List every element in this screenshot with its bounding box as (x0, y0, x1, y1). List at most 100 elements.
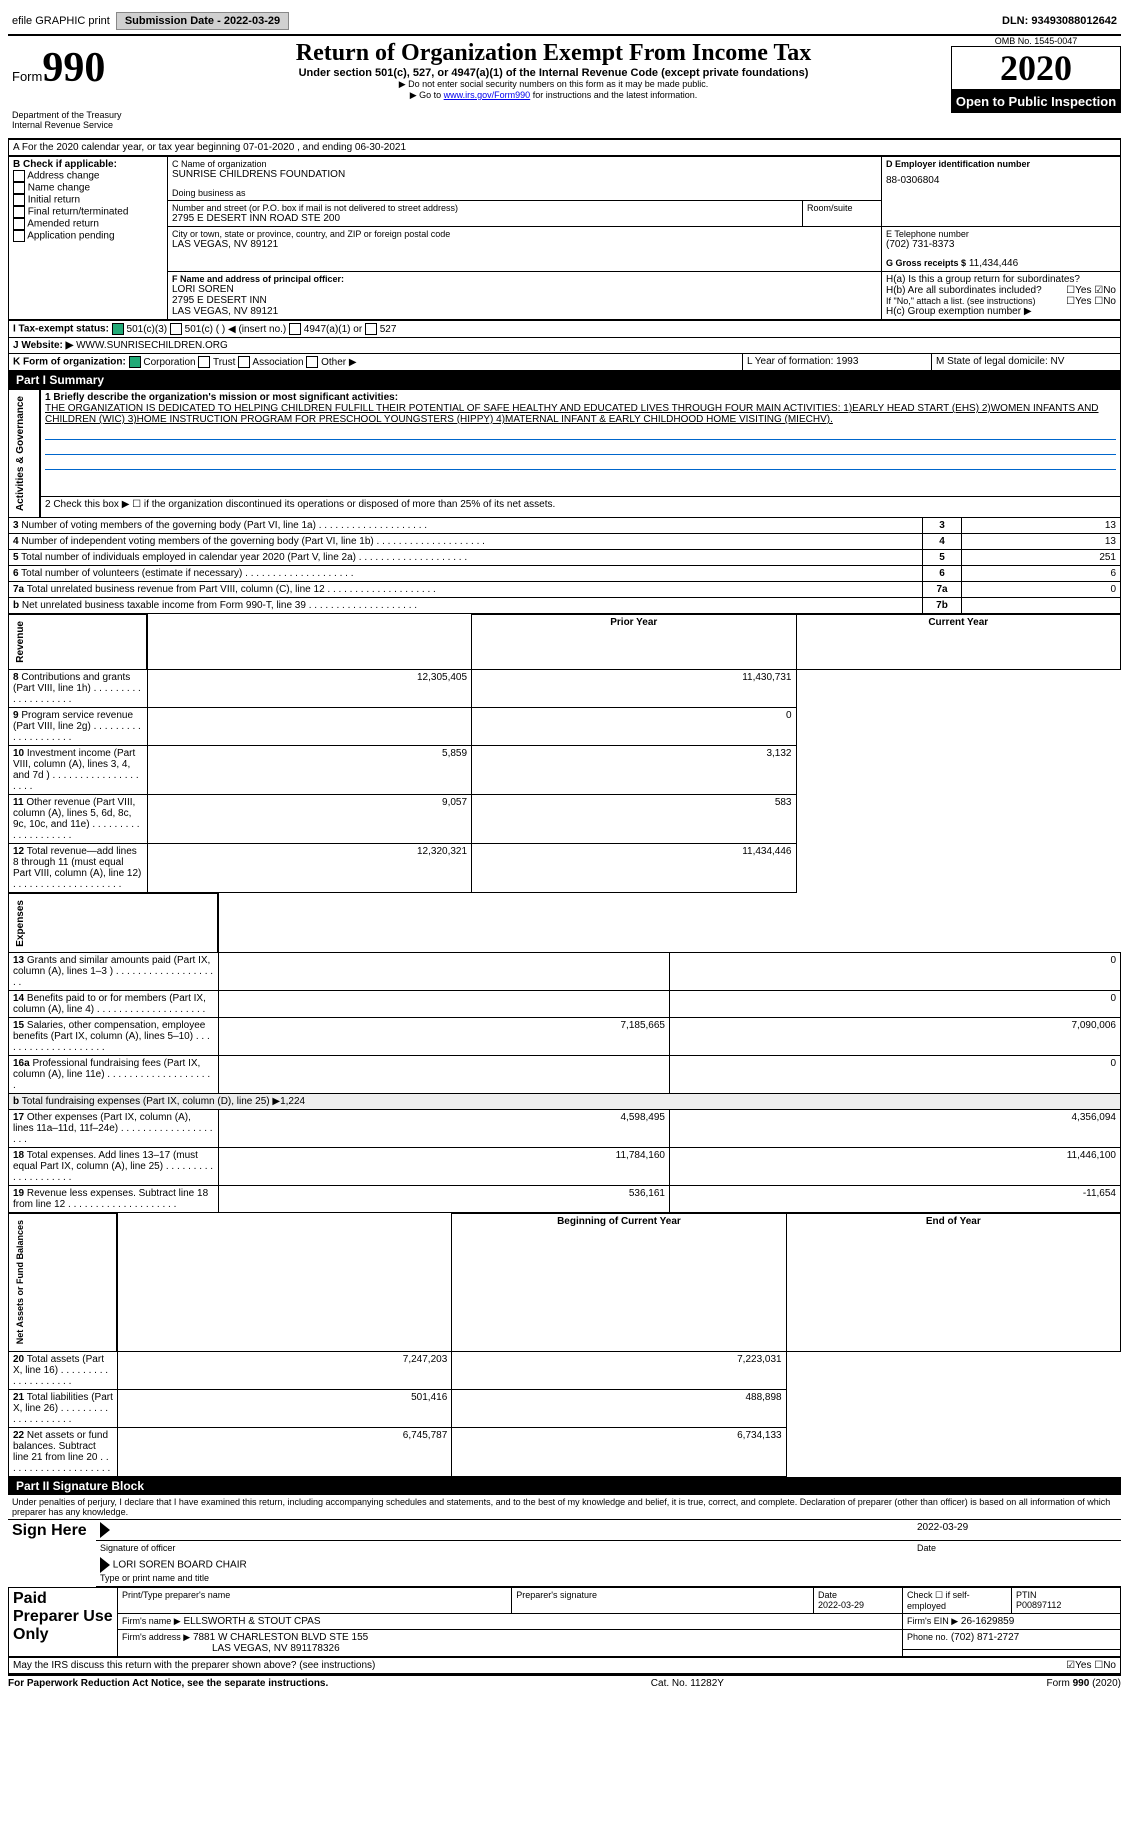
table-row: 15 Salaries, other compensation, employe… (9, 1018, 1121, 1056)
firm-addr2: LAS VEGAS, NV 891178326 (212, 1643, 340, 1654)
submission-date-button[interactable]: Submission Date - 2022-03-29 (116, 12, 289, 30)
sign-here-label: Sign Here (8, 1520, 96, 1555)
checkbox-icon[interactable] (13, 206, 25, 218)
ein-label: D Employer identification number (886, 159, 1116, 169)
checkbox-icon[interactable] (13, 230, 25, 242)
table-row: 9 Program service revenue (Part VIII, li… (9, 707, 1121, 745)
table-row: 20 Total assets (Part X, line 16) 7,247,… (9, 1351, 1121, 1389)
period-line: A For the 2020 calendar year, or tax yea… (8, 140, 1121, 156)
firm-addr: Firm's address ▶ 7881 W CHARLESTON BLVD … (118, 1629, 903, 1656)
table-row: 12 Total revenue—add lines 8 through 11 … (9, 843, 1121, 892)
ssn-note: ▶ Do not enter social security numbers o… (160, 79, 947, 90)
box-e-g: E Telephone number (702) 731-8373 G Gros… (882, 227, 1121, 272)
box-f-label: F Name and address of principal officer: (172, 274, 877, 284)
checkbox-icon[interactable] (170, 323, 182, 335)
line-i-label: I Tax-exempt status: (13, 324, 109, 335)
dln-label: DLN: 93493088012642 (1002, 15, 1117, 27)
box-h: H(a) Is this a group return for subordin… (882, 272, 1121, 320)
city-value: LAS VEGAS, NV 89121 (172, 239, 877, 250)
sign-here-table: Sign Here 2022-03-29 Signature of office… (8, 1520, 1121, 1587)
net-table: Net Assets or Fund Balances Beginning of… (8, 1213, 1121, 1476)
box-b-label: B Check if applicable: (13, 159, 163, 170)
checkbox-icon[interactable] (13, 194, 25, 206)
paid-label: Paid Preparer Use Only (9, 1587, 118, 1656)
form990-link[interactable]: www.irs.gov/Form990 (444, 90, 531, 100)
box-c-city: City or town, state or province, country… (168, 227, 882, 272)
table-row: 5 Total number of individuals employed i… (9, 550, 1121, 566)
firm-ein: Firm's EIN ▶ 26-1629859 (903, 1613, 1121, 1629)
form-id-block: Form990 Department of the Treasury Inter… (8, 36, 156, 138)
table-row: 17 Other expenses (Part IX, column (A), … (9, 1110, 1121, 1148)
table-row: 10 Investment income (Part VIII, column … (9, 745, 1121, 794)
officer-addr1: 2795 E DESERT INN (172, 295, 877, 306)
discuss-line: May the IRS discuss this return with the… (8, 1657, 1121, 1674)
firm-phone-label: Phone no. (907, 1632, 948, 1642)
yes-label: Yes (1075, 285, 1091, 296)
no-label: No (1103, 285, 1116, 296)
checkbox-icon[interactable] (306, 356, 318, 368)
form-header: Form990 Department of the Treasury Inter… (8, 36, 1121, 140)
q1-label: 1 Briefly describe the organization's mi… (45, 392, 398, 403)
line-j: J Website: ▶ WWW.SUNRISECHILDREN.ORG (9, 338, 1121, 354)
declaration: Under penalties of perjury, I declare th… (8, 1495, 1121, 1520)
sign-arrow-icon (100, 1522, 110, 1538)
prep-sig-label: Preparer's signature (512, 1587, 814, 1613)
officer-addr2: LAS VEGAS, NV 89121 (172, 306, 877, 317)
addr-value: 2795 E DESERT INN ROAD STE 200 (172, 213, 798, 224)
q1-text: THE ORGANIZATION IS DEDICATED TO HELPING… (45, 403, 1099, 425)
box-b-item: Final return/terminated (13, 206, 163, 218)
prep-name-label: Print/Type preparer's name (118, 1587, 512, 1613)
box-c-name: C Name of organization SUNRISE CHILDRENS… (168, 157, 882, 201)
title-block: Return of Organization Exempt From Incom… (156, 36, 951, 138)
goto-pre: ▶ Go to (410, 90, 444, 100)
checkbox-icon[interactable] (198, 356, 210, 368)
table-row: 11 Other revenue (Part VIII, column (A),… (9, 794, 1121, 843)
box-b-item: Address change (13, 170, 163, 182)
checkbox-icon[interactable] (13, 218, 25, 230)
box-d: D Employer identification number 88-0306… (882, 157, 1121, 227)
box-b-item: Application pending (13, 230, 163, 242)
dept-label: Department of the Treasury Internal Reve… (12, 110, 152, 130)
gross-value: 11,434,446 (969, 258, 1018, 269)
checkbox-icon[interactable] (129, 356, 141, 368)
checkbox-icon[interactable] (365, 323, 377, 335)
table-row: 8 Contributions and grants (Part VIII, l… (9, 669, 1121, 707)
firm-addr-label: Firm's address ▶ (122, 1632, 190, 1642)
box-b-item: Name change (13, 182, 163, 194)
ptin-value: P00897112 (1016, 1600, 1061, 1610)
line-j-label: J Website: ▶ (13, 340, 73, 351)
prep-date-value: 2022-03-29 (818, 1600, 864, 1610)
h-a-text: H(a) Is this a group return for subordin… (886, 274, 1080, 285)
h-c: H(c) Group exemption number ▶ (886, 306, 1116, 317)
ein-value: 88-0306804 (886, 175, 1116, 186)
part1-table: Activities & Governance 1 Briefly descri… (8, 389, 1121, 614)
checkbox-icon[interactable] (289, 323, 301, 335)
col-begin: Beginning of Current Year (452, 1214, 786, 1351)
box-b: B Check if applicable: Address change Na… (9, 157, 168, 320)
firm-name-value: ELLSWORTH & STOUT CPAS (183, 1616, 320, 1627)
box-b-item: Amended return (13, 218, 163, 230)
main-title: Return of Organization Exempt From Incom… (160, 40, 947, 67)
side-revenue: Revenue (13, 617, 28, 667)
footer: For Paperwork Reduction Act Notice, see … (8, 1674, 1121, 1689)
tax-year: 2020 (951, 46, 1121, 90)
table-row: 3 Number of voting members of the govern… (9, 518, 1121, 534)
no-label2: No (1103, 296, 1116, 307)
table-row: 4 Number of independent voting members o… (9, 534, 1121, 550)
side-net: Net Assets or Fund Balances (13, 1216, 27, 1348)
phone-value: (702) 731-8373 (886, 239, 1116, 250)
table-row: 22 Net assets or fund balances. Subtract… (9, 1427, 1121, 1476)
form-word: Form (12, 69, 42, 84)
firm-ein-value: 26-1629859 (961, 1616, 1014, 1627)
subtitle: Under section 501(c), 527, or 4947(a)(1)… (160, 67, 947, 79)
firm-addr1: 7881 W CHARLESTON BLVD STE 155 (193, 1632, 368, 1643)
side-expenses: Expenses (13, 896, 28, 951)
checkbox-icon[interactable] (13, 182, 25, 194)
checkbox-icon[interactable] (238, 356, 250, 368)
table-row: 18 Total expenses. Add lines 13–17 (must… (9, 1148, 1121, 1186)
col-prior: Prior Year (472, 615, 796, 670)
checkbox-icon[interactable] (112, 323, 124, 335)
checkbox-icon[interactable] (13, 170, 25, 182)
org-name: SUNRISE CHILDRENS FOUNDATION (172, 169, 877, 180)
website-value: WWW.SUNRISECHILDREN.ORG (76, 340, 228, 351)
